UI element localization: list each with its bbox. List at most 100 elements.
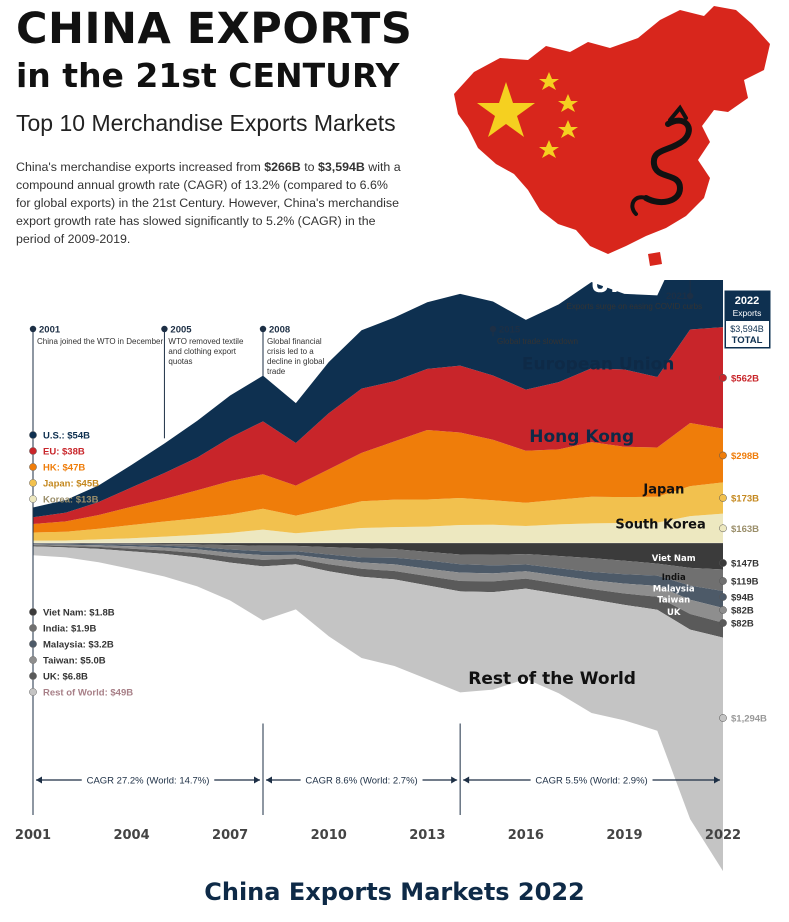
event-dot	[161, 325, 168, 333]
area-taiwan	[33, 544, 723, 623]
event-text: Global trade slowdown	[497, 337, 578, 346]
legend-dot	[29, 656, 37, 664]
para-text-1: China's merchandise exports increased fr…	[16, 160, 265, 174]
end-dot	[719, 606, 727, 614]
legend-label-japan: Japan: $45B	[43, 479, 99, 490]
x-tick-label: 2013	[409, 828, 445, 843]
small-star-icon	[558, 120, 578, 138]
legend-label-rest: Rest of World: $49B	[43, 688, 133, 699]
cagr-label-bg	[530, 772, 653, 788]
legend-label-malaysia: Malaysia: $3.2B	[43, 640, 114, 651]
event-text: Global financial	[267, 337, 322, 346]
small-star-icon	[539, 140, 559, 158]
legend-dot	[29, 688, 37, 696]
end-label-malaysia: $94B	[731, 593, 754, 604]
legend-dot	[29, 479, 37, 487]
total-box-year: 2022	[735, 295, 759, 307]
para-text-2: to	[300, 160, 318, 174]
area-label: U.S.	[590, 280, 645, 298]
para-value-start: $266B	[264, 160, 301, 174]
area-label: Hong Kong	[529, 427, 634, 447]
legend-label-uk: UK: $6.8B	[43, 672, 88, 683]
area-rest	[33, 546, 723, 872]
area-label: Japan	[642, 482, 684, 497]
x-tick-label: 2001	[15, 828, 51, 843]
end-label-taiwan: $82B	[731, 606, 754, 617]
legend-label-vietnam: Viet Nam: $1.8B	[43, 608, 115, 619]
end-dot	[719, 451, 727, 460]
cagr-arrowhead-left	[463, 776, 470, 784]
area-india	[33, 543, 723, 592]
end-dot	[719, 373, 727, 382]
end-label-japan: $173B	[731, 493, 759, 504]
event-year: 2015	[499, 325, 521, 336]
end-label-eu: $562B	[731, 373, 759, 384]
event-dot	[259, 325, 267, 333]
end-label-hk: $298B	[731, 451, 759, 462]
event-dot	[489, 325, 497, 333]
legend-dot	[29, 447, 37, 455]
x-tick-label: 2010	[311, 828, 347, 843]
x-tick-label: 2004	[113, 828, 149, 843]
hainan-island	[648, 252, 662, 266]
area-label: India	[662, 573, 686, 583]
cagr-label-bg	[300, 772, 423, 788]
event-year: 2001	[39, 325, 61, 336]
legend-label-us: U.S.: $54B	[43, 431, 90, 442]
cagr-arrowhead-left	[36, 776, 42, 784]
area-korea	[33, 513, 723, 543]
area-label: South Korea	[615, 518, 705, 533]
legend-dot	[29, 608, 37, 616]
event-text: Exports surge on easing COVID curbs	[567, 302, 703, 311]
title-line1: CHINA EXPORTS	[16, 4, 413, 54]
big-star-icon	[477, 82, 535, 137]
legend-label-india: India: $1.9B	[43, 624, 96, 635]
area-vietnam	[33, 543, 723, 570]
area-label: Malaysia	[653, 585, 695, 595]
small-star-icon	[539, 72, 559, 90]
end-dot	[719, 559, 727, 567]
area-label: UK	[667, 608, 681, 618]
end-label-uk: $82B	[731, 619, 754, 630]
area-uk	[33, 545, 723, 638]
legend-label-eu: EU: $38B	[43, 447, 85, 458]
cagr-label-bg	[81, 772, 215, 788]
end-label-vietnam: $147B	[731, 559, 759, 570]
area-eu	[33, 327, 723, 525]
event-text: quotas	[168, 357, 192, 366]
cagr-label: CAGR 8.6% (World: 2.7%)	[305, 776, 417, 787]
area-label: Rest of the World	[468, 669, 636, 689]
legend-dot	[29, 672, 37, 680]
legend-label-korea: Korea: $13B	[43, 495, 99, 506]
total-box-caption: Exports	[733, 308, 762, 318]
cagr-arrowhead-right	[714, 776, 720, 784]
total-box-value: $3,594B	[730, 324, 764, 334]
area-label: Taiwan	[657, 596, 690, 606]
legend-label-hk: HK: $47B	[43, 463, 85, 474]
event-text: decline in global	[267, 357, 325, 366]
china-map-with-dragon	[454, 6, 770, 266]
end-dot	[719, 593, 727, 601]
end-dot	[719, 619, 727, 627]
area-us	[33, 280, 723, 518]
cagr-arrowhead-right	[254, 776, 260, 784]
event-text: and clothing export	[168, 347, 236, 356]
event-text: trade	[267, 367, 286, 376]
cagr-label: CAGR 27.2% (World: 14.7%)	[87, 776, 210, 787]
end-dot	[719, 714, 727, 722]
legend-dot	[29, 463, 37, 471]
x-tick-label: 2019	[606, 828, 642, 843]
legend-dot	[29, 431, 37, 439]
end-label-korea: $163B	[731, 524, 759, 535]
legend-dot	[29, 624, 37, 632]
para-value-end: $3,594B	[317, 160, 365, 174]
end-label-rest: $1,294B	[731, 714, 767, 725]
total-box-total: TOTAL	[732, 335, 763, 346]
end-label-india: $119B	[731, 577, 759, 588]
dragon-icon	[630, 104, 692, 216]
end-dot	[719, 524, 727, 533]
x-tick-label: 2022	[705, 828, 741, 843]
title-line2: in the 21st CENTURY	[16, 56, 400, 95]
event-year: 2008	[269, 325, 290, 336]
